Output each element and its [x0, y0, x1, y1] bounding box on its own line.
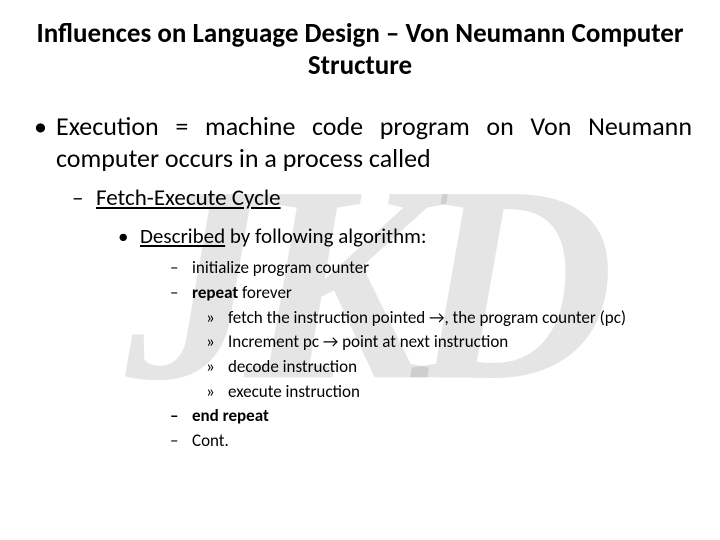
- subitem-fetch-execute: Fetch-Execute Cycle Described by followi…: [96, 184, 692, 453]
- described-prefix: Described: [140, 223, 225, 249]
- bullet-list-lvl2: Fetch-Execute Cycle Described by followi…: [56, 184, 692, 453]
- bullet-list-lvl5: fetch the instruction pointed →, the pro…: [192, 306, 692, 405]
- slide-container: Influences on Language Design – Von Neum…: [0, 0, 720, 540]
- repeat-bold: repeat: [192, 282, 238, 303]
- bullet-list-lvl4: initialize program counter repeat foreve…: [140, 256, 692, 453]
- described-rest: by following algorithm:: [225, 223, 426, 249]
- algo-step-cont: Cont.: [192, 429, 692, 454]
- algo-step-end-repeat: end repeat: [192, 404, 692, 429]
- repeat-rest: forever: [238, 282, 292, 303]
- bullet-list-lvl3: Described by following algorithm: initia…: [96, 222, 692, 453]
- bullet-item-execution: Execution = machine code program on Von …: [56, 111, 692, 454]
- algo-step-repeat: repeat forever fetch the instruction poi…: [192, 281, 692, 404]
- bullet-text: Execution = machine code program on Von …: [56, 110, 692, 174]
- fetch-execute-label: Fetch-Execute Cycle: [96, 184, 281, 212]
- subitem-described: Described by following algorithm: initia…: [140, 222, 692, 453]
- algo-step-increment: Increment pc → point at next instruction: [228, 330, 692, 355]
- slide-title: Influences on Language Design – Von Neum…: [28, 18, 692, 83]
- algo-step-init: initialize program counter: [192, 256, 692, 281]
- algo-step-decode: decode instruction: [228, 355, 692, 380]
- algo-step-fetch: fetch the instruction pointed →, the pro…: [228, 306, 692, 331]
- algo-step-execute: execute instruction: [228, 380, 692, 405]
- bullet-list-lvl1: Execution = machine code program on Von …: [28, 111, 692, 454]
